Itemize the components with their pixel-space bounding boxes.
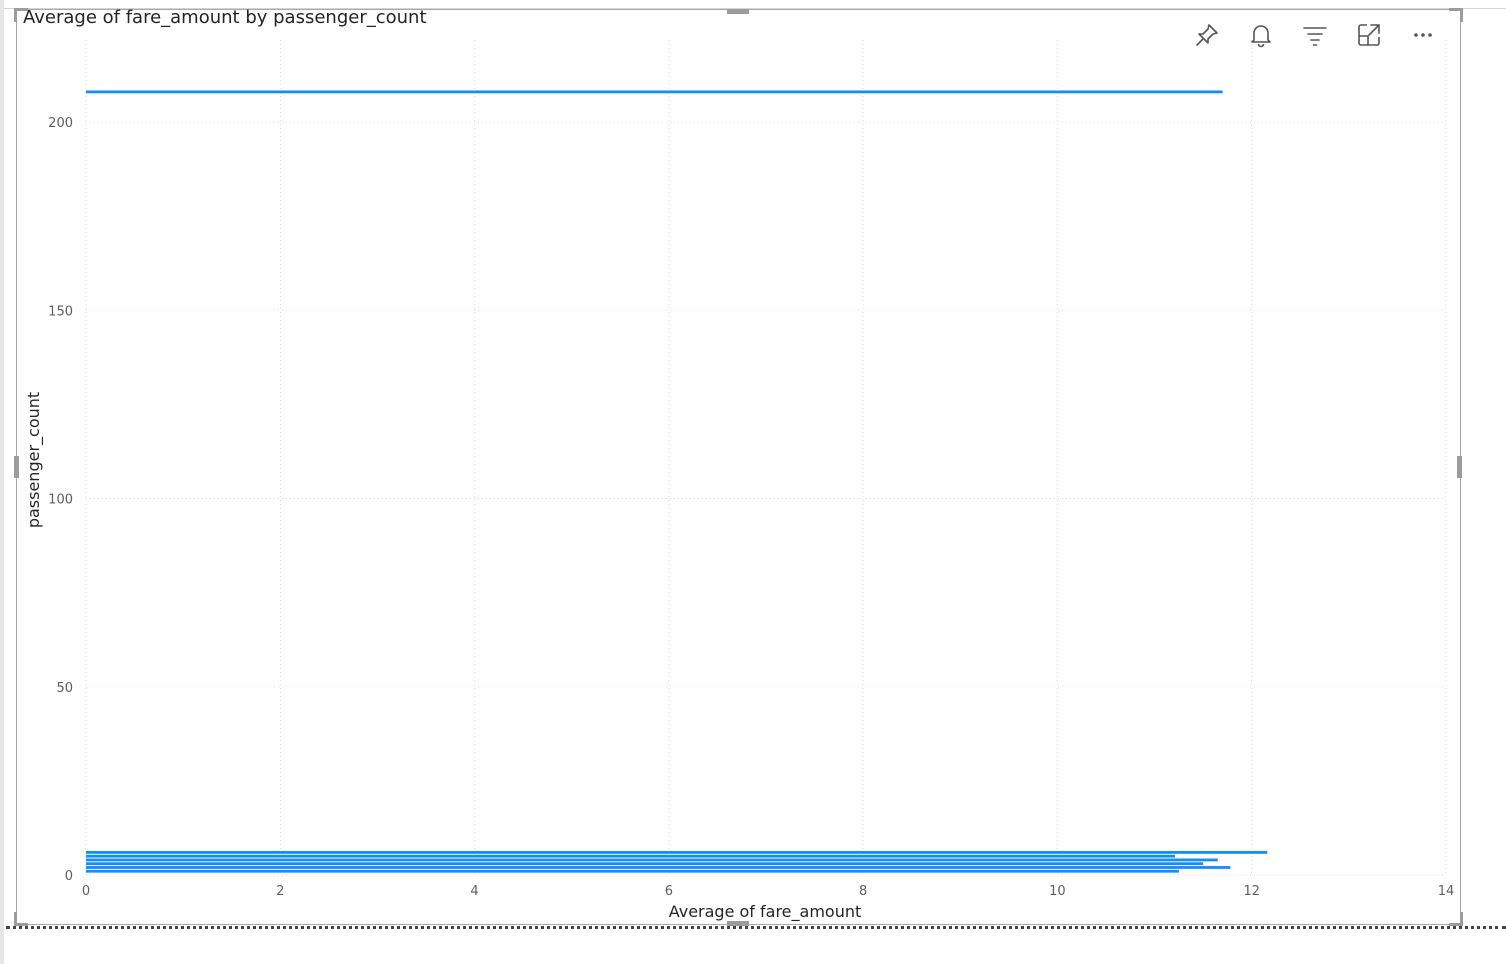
- bar-passenger-count-3[interactable]: [86, 862, 1204, 866]
- focus-mode-button[interactable]: [1352, 17, 1386, 53]
- x-tick-label: 4: [470, 884, 478, 899]
- bar-passenger-count-6[interactable]: [86, 851, 1268, 854]
- resize-corner-bottom-left[interactable]: [14, 912, 28, 926]
- y-axis-ticks: 0 50 100 150 200: [48, 116, 73, 884]
- resize-handle-bottom[interactable]: [727, 921, 749, 926]
- filter-icon: [1303, 27, 1327, 46]
- y-tick-label: 50: [56, 681, 73, 696]
- x-axis-title: Average of fare_amount: [669, 902, 862, 922]
- x-tick-label: 0: [82, 884, 90, 899]
- bar-passenger-count-1[interactable]: [86, 869, 1179, 873]
- gridlines: [85, 40, 1447, 876]
- x-tick-label: 6: [665, 884, 673, 899]
- resize-handle-left[interactable]: [14, 456, 19, 478]
- resize-handle-right[interactable]: [1457, 456, 1462, 478]
- bell-icon: [1251, 25, 1271, 48]
- x-tick-label: 2: [276, 884, 284, 899]
- x-axis-ticks: 0 2 4 6 8 10 12 14: [82, 884, 1454, 899]
- top-divider: [4, 8, 1506, 9]
- resize-corner-top-left[interactable]: [14, 8, 28, 22]
- focus-mode-icon: [1358, 24, 1380, 46]
- filter-button[interactable]: [1298, 17, 1332, 53]
- left-edge-strip: [0, 0, 4, 964]
- bar-passenger-count-2[interactable]: [86, 866, 1231, 869]
- resize-corner-top-right[interactable]: [1449, 8, 1463, 22]
- visual-header-toolbar: [1190, 16, 1460, 54]
- chart-title: Average of fare_amount by passenger_coun…: [23, 7, 427, 28]
- more-options-button[interactable]: [1406, 17, 1440, 53]
- y-tick-label: 0: [65, 869, 73, 884]
- x-tick-label: 14: [1438, 884, 1455, 899]
- y-tick-label: 200: [48, 116, 73, 131]
- x-tick-label: 8: [859, 884, 867, 899]
- pin-icon: [1196, 24, 1218, 46]
- bar-passenger-count-208[interactable]: [86, 90, 1223, 94]
- bar-passenger-count-5[interactable]: [86, 854, 1175, 858]
- bar-passenger-count-4[interactable]: [86, 858, 1218, 862]
- more-options-icon: [1414, 33, 1432, 37]
- pin-visual-button[interactable]: [1190, 17, 1224, 53]
- x-tick-label: 10: [1049, 884, 1066, 899]
- selection-dotted-border: [6, 926, 1506, 929]
- resize-corner-bottom-right[interactable]: [1449, 912, 1463, 926]
- x-tick-label: 12: [1243, 884, 1260, 899]
- y-axis-title: passenger_count: [24, 392, 44, 528]
- y-tick-label: 150: [48, 304, 73, 319]
- y-tick-label: 100: [48, 493, 73, 508]
- set-alert-button[interactable]: [1244, 17, 1278, 53]
- bars-group: [86, 90, 1268, 873]
- chart-visual-container[interactable]: [16, 9, 1461, 925]
- resize-handle-top[interactable]: [727, 9, 749, 14]
